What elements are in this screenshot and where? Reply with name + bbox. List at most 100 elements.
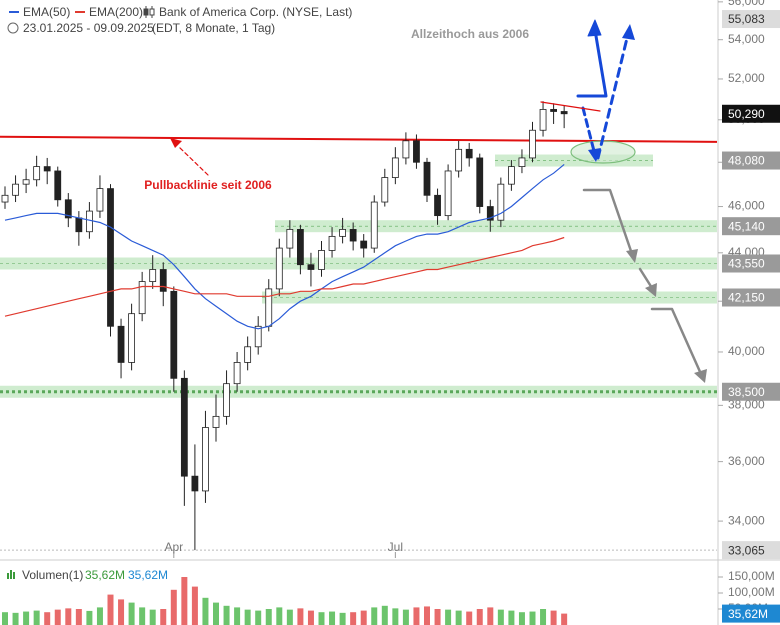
volume-bar [202,597,209,625]
candle-body [413,140,420,163]
drawings [170,19,707,383]
volume-bar [329,611,336,625]
candle-body [254,325,262,348]
y-tick-label: 150,00M [728,569,775,583]
level-box [722,104,780,123]
volume-bar [297,608,304,625]
volume-bar [518,612,525,625]
candle-body [128,313,136,363]
candle-body [1,194,9,203]
volume-bar [529,611,536,625]
candle-body [539,109,547,131]
support-zone [0,257,717,270]
candle-body [244,346,252,363]
support-zone [0,385,717,398]
candle-body [191,475,199,492]
volume-bar [371,607,378,625]
level-label: 50,290 [728,107,765,121]
arrowhead [694,369,707,383]
candle-body [265,288,273,327]
candle-body [391,157,399,178]
arrowhead [645,283,657,297]
volume-bar [75,609,82,625]
candle-body [149,269,157,282]
level-box [722,288,780,307]
candle-body [529,129,536,159]
volume-bar [65,608,72,625]
candle-body [54,170,62,201]
arrow-gray [582,188,634,256]
arrow-down-dashed [581,106,597,157]
volume-bar [44,612,51,625]
volume-bar [381,605,388,625]
volume-bar [160,609,167,625]
candle-body [43,166,51,172]
volume-bar [128,602,135,625]
arrowhead [626,249,638,263]
candle-body [328,235,336,251]
candle-body [360,240,368,249]
candle-body [307,264,315,270]
volume-bar [149,609,156,625]
arrowhead [170,138,182,148]
candle-body [75,217,83,233]
candle-body [64,199,72,219]
candle-body [349,229,357,242]
volume-bar [550,610,557,625]
volume-bar [244,609,251,625]
support-zone [275,220,717,233]
volume-bar [466,611,473,625]
candle-body [22,179,30,185]
arrowhead [587,19,602,37]
volume-bar [2,612,8,625]
volume-bar [402,609,409,625]
level-label: 48,080 [728,154,765,168]
level-label: 43,550 [728,257,765,271]
candle-body [318,250,325,270]
arrow-gray [650,307,703,376]
legend-bg [0,0,340,38]
y-tick-label: 38,000 [728,398,765,412]
candle-body [434,194,441,217]
candle-body [170,290,178,379]
candle-body [455,148,463,172]
y-tick-label: 100,00M [728,585,775,599]
volume-bar [118,599,125,625]
candle-body [370,201,378,249]
volume-bar [191,586,198,625]
volume-bar [23,611,30,625]
candle-body [507,166,515,185]
volume-bar [107,594,114,625]
volume-bar [255,610,262,625]
volume-last: 35,62M [85,568,125,582]
candle-body [497,183,505,221]
volume-bar [508,610,515,625]
volume-bar [12,612,19,625]
candle-body [212,415,220,428]
volume-bar [96,607,103,625]
volume-bar [213,602,219,625]
y-tick-label: 54,000 [728,32,765,46]
candle-icon [143,6,155,18]
volume-bar [424,606,430,625]
volume-bar [540,609,547,625]
short-resistance [540,101,601,112]
volume-bar [350,612,357,625]
level-label: 33,065 [728,543,765,557]
annotation: Allzeithoch aus 2006 [411,27,529,41]
volume-icon [7,570,15,579]
ema-line [4,163,565,330]
ema-line [4,236,565,317]
target-ellipse [570,140,636,164]
candle-body [117,325,125,363]
volume-bar [86,610,93,625]
y-tick-label: 46,000 [728,199,765,213]
candle-body [423,161,431,196]
candle-body [159,269,167,292]
arrow-gray [638,267,654,290]
candle-body [550,109,557,112]
instrument-title: Bank of America Corp. (NYSE, Last) [159,5,352,19]
volume-bar [234,607,241,625]
candle-body [518,157,526,168]
